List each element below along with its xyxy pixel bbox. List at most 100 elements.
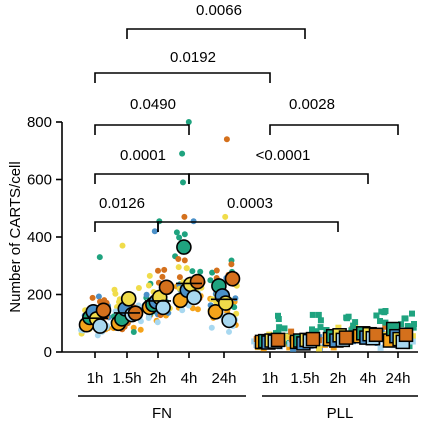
cell-square [382, 323, 389, 330]
comparison-0192-label: 0.0192 [170, 49, 216, 66]
cell-dot [145, 315, 152, 321]
comparison-0003-label: 0.0003 [227, 195, 273, 212]
cell-square [410, 324, 417, 331]
cell-dot-outlier [185, 119, 192, 125]
x-tick-label: 2h [330, 370, 347, 387]
cell-dot-outlier [223, 136, 230, 143]
x-tick-label: 1.5h [112, 370, 141, 387]
cell-dot [143, 291, 150, 298]
cell-dot [130, 329, 137, 335]
cell-dot [183, 265, 190, 272]
cell-square [285, 333, 292, 340]
cell-square [275, 316, 282, 322]
comparison-0192-bracket [94, 72, 271, 83]
cell-square [402, 315, 409, 322]
cell-dot-outlier [96, 254, 103, 261]
cell-dot-outlier [119, 242, 126, 249]
y-axis-title: Number of CARTS/cell [7, 161, 24, 312]
cell-dot [89, 294, 96, 301]
cell-square [373, 312, 380, 319]
cell-square [283, 340, 290, 347]
cell-dot [207, 277, 214, 284]
cell-dot [111, 286, 118, 293]
cell-dot [130, 324, 137, 331]
cell-dot-outlier [180, 179, 186, 186]
cell-dot [159, 273, 166, 280]
cell-dot [176, 234, 183, 241]
y-tick-label: 0 [44, 344, 52, 361]
cell-dot [145, 282, 152, 289]
cell-dot [228, 261, 235, 268]
replicate-mean-circle [95, 302, 112, 319]
cell-square [382, 319, 389, 326]
cell-dot [146, 272, 153, 279]
x-tick-label: 24h [385, 370, 410, 387]
cell-dot [226, 328, 232, 335]
cell-square [281, 325, 288, 332]
cell-square [411, 321, 417, 327]
cell-square [398, 321, 404, 328]
y-tick-label: 200 [27, 287, 52, 304]
comparison-0001-label: 0.0001 [120, 147, 166, 164]
comparison-0126-label: 0.0126 [99, 195, 145, 212]
cell-square [309, 326, 315, 333]
cell-square [288, 328, 295, 335]
cell-dot [179, 307, 186, 314]
x-tick-label: 1.5h [290, 370, 319, 387]
comparison-0028-label: 0.0028 [289, 96, 335, 113]
cell-dot [213, 267, 220, 274]
replicate-mean-circle [155, 299, 171, 316]
replicate-mean-circle [158, 279, 175, 296]
cell-square [409, 310, 415, 317]
cell-dot-outlier [151, 228, 158, 235]
x-tick-label: 1h [262, 370, 279, 387]
group-label-fn: FN [152, 405, 172, 422]
replicate-mean-circle [217, 295, 234, 311]
cell-square [404, 324, 411, 330]
comparison-lt0001-bracket [188, 173, 369, 184]
replicate-mean-circle [186, 289, 202, 306]
replicate-mean-square [270, 332, 286, 348]
x-tick-label: 1h [87, 370, 104, 387]
comparison-0126-bracket [94, 221, 159, 232]
cell-square [377, 344, 384, 351]
cell-dot [173, 229, 180, 236]
y-tick-label: 600 [27, 172, 52, 189]
comparison-lt0001-label: <0.0001 [256, 147, 311, 164]
cell-dot [135, 285, 142, 291]
comparison-0490-bracket [94, 124, 190, 135]
x-tick-label: 4h [360, 370, 377, 387]
cell-dot-outlier [179, 150, 186, 157]
cell-dot [176, 274, 183, 281]
cell-dot [175, 264, 182, 271]
cell-square [377, 318, 383, 324]
cell-square [286, 344, 293, 351]
cell-square [316, 345, 322, 352]
x-tick-label: 24h [211, 370, 236, 387]
cell-square [313, 328, 320, 335]
comparison-0003-bracket [157, 221, 339, 232]
comparison-0066-bracket [126, 28, 306, 39]
cell-dot [94, 332, 101, 339]
replicate-mean-square [338, 330, 354, 345]
cell-dot [181, 231, 188, 238]
cell-square [309, 311, 316, 318]
cell-dot [101, 297, 108, 304]
cell-dot [209, 269, 216, 276]
cell-square [315, 311, 322, 318]
comparison-0001-bracket [94, 173, 190, 184]
cell-dot [161, 266, 168, 273]
cell-dot [194, 306, 201, 313]
cell-dot [154, 319, 161, 326]
cell-square [275, 312, 281, 319]
x-tick-label: 4h [181, 370, 198, 387]
cell-square [276, 324, 283, 331]
cell-dot [95, 293, 102, 300]
replicate-mean-circle [120, 290, 137, 307]
y-tick-label: 400 [27, 229, 52, 246]
replicate-mean-square [368, 327, 384, 343]
replicate-mean-circle [189, 273, 206, 290]
cell-square [350, 322, 357, 329]
cell-dot [189, 268, 196, 275]
